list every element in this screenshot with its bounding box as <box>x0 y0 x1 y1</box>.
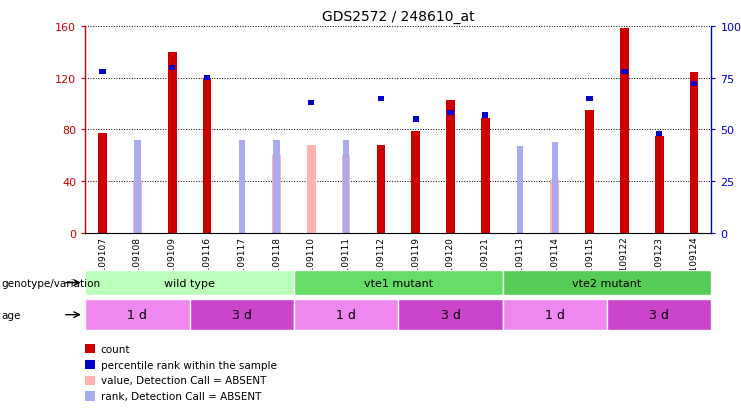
Bar <box>517 147 523 233</box>
Bar <box>167 52 176 233</box>
Bar <box>343 140 349 233</box>
Bar <box>621 70 628 75</box>
Bar <box>294 271 502 295</box>
Bar <box>204 76 210 81</box>
Bar <box>85 271 294 295</box>
Bar <box>202 78 211 233</box>
Text: 3 d: 3 d <box>441 309 460 321</box>
Text: rank, Detection Call = ABSENT: rank, Detection Call = ABSENT <box>101 391 261 401</box>
Text: percentile rank within the sample: percentile rank within the sample <box>101 360 276 370</box>
Text: 1 d: 1 d <box>336 309 356 321</box>
Text: 3 d: 3 d <box>232 309 252 321</box>
Bar <box>502 299 607 330</box>
Bar <box>99 134 107 233</box>
Bar <box>551 180 559 233</box>
Bar <box>378 97 384 102</box>
Bar <box>607 299 711 330</box>
Bar <box>482 113 488 118</box>
Bar <box>294 299 398 330</box>
Bar <box>399 299 502 330</box>
Bar <box>307 145 316 233</box>
Bar <box>585 111 594 233</box>
Bar <box>308 101 314 106</box>
Bar <box>85 299 190 330</box>
Text: 3 d: 3 d <box>649 309 669 321</box>
Title: GDS2572 / 248610_at: GDS2572 / 248610_at <box>322 10 474 24</box>
Text: 1 d: 1 d <box>545 309 565 321</box>
Text: count: count <box>101 344 130 354</box>
Bar <box>411 131 420 233</box>
Bar <box>273 140 279 233</box>
Bar <box>376 145 385 233</box>
Bar <box>134 140 141 233</box>
Bar <box>413 117 419 122</box>
Bar <box>272 156 281 233</box>
Bar <box>690 73 698 233</box>
Text: genotype/variation: genotype/variation <box>1 278 101 288</box>
Bar <box>481 119 490 233</box>
Text: age: age <box>1 310 21 320</box>
Text: vte1 mutant: vte1 mutant <box>364 278 433 288</box>
Bar <box>691 82 697 87</box>
Bar <box>448 111 453 116</box>
Bar <box>99 70 106 75</box>
Text: wild type: wild type <box>165 278 215 288</box>
Bar <box>586 97 593 102</box>
Bar <box>190 299 294 330</box>
Bar <box>552 142 558 233</box>
Text: 1 d: 1 d <box>127 309 147 321</box>
Bar <box>620 29 629 233</box>
Bar <box>446 100 455 233</box>
Bar <box>502 271 711 295</box>
Bar <box>169 66 176 71</box>
Bar <box>239 140 245 233</box>
Bar <box>204 134 210 233</box>
Bar <box>655 137 663 233</box>
Text: vte2 mutant: vte2 mutant <box>572 278 642 288</box>
Text: value, Detection Call = ABSENT: value, Detection Call = ABSENT <box>101 375 266 385</box>
Bar <box>342 156 350 233</box>
Bar <box>656 132 662 137</box>
Bar <box>133 180 142 233</box>
